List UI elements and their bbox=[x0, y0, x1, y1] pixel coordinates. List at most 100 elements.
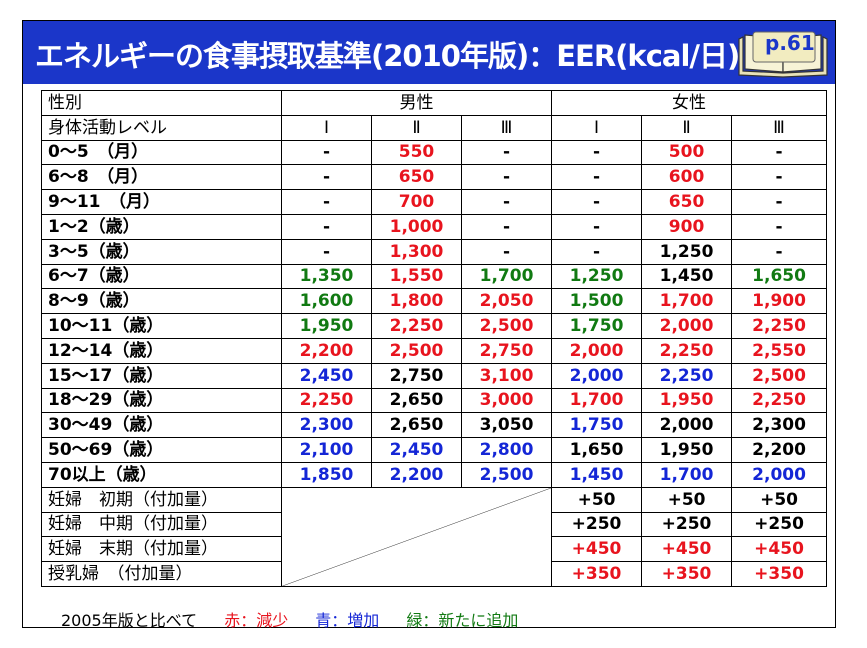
row-age-label: 1～2（歳） bbox=[41, 213, 282, 240]
eer-value-cell: 2,650 bbox=[371, 387, 462, 414]
eer-value-cell: 1,750 bbox=[551, 313, 643, 339]
row-age-label: 30～49（歳） bbox=[41, 412, 282, 439]
color-legend-footnote: 2005年版と比べて 赤：減少 青：増加 緑：新たに追加 bbox=[61, 607, 540, 631]
table-row: 50～69（歳） 2,100 2,450 2,800 1,650 1,950 2,200 bbox=[41, 437, 828, 463]
eer-value-cell: 1,900 bbox=[731, 288, 828, 315]
diagonal-strike-line bbox=[282, 488, 551, 586]
eer-value-cell: 1,700 bbox=[641, 288, 733, 315]
eer-value-cell: 900 bbox=[641, 213, 733, 240]
eer-value-cell: 2,650 bbox=[371, 412, 462, 439]
header-male: 男性 bbox=[280, 90, 553, 116]
eer-value-cell: - bbox=[460, 164, 553, 191]
additional-value-cell: +350 bbox=[731, 561, 828, 587]
open-book-icon bbox=[738, 31, 828, 78]
eer-value-cell: 1,700 bbox=[641, 461, 733, 488]
eer-value-cell: 1,000 bbox=[371, 213, 462, 240]
footnote-comparison: 2005年版と比べて bbox=[61, 611, 198, 630]
table-row: 30～49（歳） 2,300 2,650 3,050 1,750 2,000 2,300 bbox=[41, 412, 828, 439]
row-age-label: 70以上（歳） bbox=[41, 461, 282, 488]
eer-value-cell: 1,500 bbox=[551, 288, 643, 315]
eer-value-cell: - bbox=[731, 213, 828, 240]
eer-value-cell: 2,100 bbox=[281, 437, 372, 463]
row-age-label: 18～29（歳） bbox=[41, 387, 282, 414]
header-level: Ⅲ bbox=[460, 114, 553, 141]
eer-value-cell: 2,450 bbox=[371, 437, 462, 463]
header-level: Ⅲ bbox=[731, 114, 828, 141]
eer-value-cell: - bbox=[551, 238, 643, 265]
additional-value-cell: +350 bbox=[551, 561, 643, 587]
eer-value-cell: - bbox=[281, 238, 372, 265]
header-row-activity-level: 身体活動レベル Ⅰ Ⅱ Ⅲ Ⅰ Ⅱ Ⅲ bbox=[41, 114, 828, 141]
eer-value-cell: 1,450 bbox=[641, 263, 733, 290]
table-row: 12～14（歳） 2,200 2,500 2,750 2,000 2,250 2,550 bbox=[41, 337, 828, 364]
eer-value-cell: - bbox=[551, 164, 643, 191]
eer-value-cell: - bbox=[460, 213, 553, 240]
eer-value-cell: 3,050 bbox=[460, 412, 553, 439]
eer-value-cell: 1,600 bbox=[281, 288, 372, 315]
eer-value-cell: - bbox=[551, 213, 643, 240]
table-row-additional: 妊婦 初期（付加量） +50 +50 +50 bbox=[41, 486, 828, 587]
row-age-label: 8～9（歳） bbox=[41, 288, 282, 315]
eer-value-cell: 2,000 bbox=[551, 337, 643, 364]
eer-value-cell: - bbox=[551, 139, 643, 166]
eer-value-cell: 500 bbox=[641, 139, 733, 166]
eer-value-cell: 700 bbox=[371, 189, 462, 215]
page-title: エネルギーの食事摂取基準(2010年版)：EER(kcal/日) bbox=[35, 39, 740, 73]
additional-value-cell: +250 bbox=[641, 511, 733, 538]
table-row: 0～5 （月） -550- -500- bbox=[41, 139, 828, 166]
eer-value-cell: 2,550 bbox=[731, 337, 828, 364]
header-level: Ⅰ bbox=[281, 114, 372, 141]
eer-value-cell: 1,700 bbox=[460, 263, 553, 290]
additional-value-cell: +50 bbox=[731, 486, 828, 513]
eer-value-cell: 1,650 bbox=[551, 437, 643, 463]
slide: エネルギーの食事摂取基準(2010年版)：EER(kcal/日) p.61 性別… bbox=[22, 20, 836, 631]
eer-value-cell: 1,950 bbox=[641, 387, 733, 414]
additional-value-cell: +450 bbox=[731, 536, 828, 563]
row-pregnancy-label: 妊婦 初期（付加量） bbox=[41, 486, 282, 513]
table-row: 1～2（歳） -1,000- -900- bbox=[41, 213, 828, 240]
table-row: 10～11（歳） 1,950 2,250 2,500 1,750 2,000 2,250 bbox=[41, 313, 828, 339]
row-age-label: 10～11（歳） bbox=[41, 313, 282, 339]
row-age-label: 6～7（歳） bbox=[41, 263, 282, 290]
eer-value-cell: 1,450 bbox=[551, 461, 643, 488]
eer-value-cell: - bbox=[281, 139, 372, 166]
additional-value-cell: +350 bbox=[641, 561, 733, 587]
eer-value-cell: 650 bbox=[371, 164, 462, 191]
header-level: Ⅱ bbox=[641, 114, 733, 141]
eer-table: 性別 男性 女性 身体活動レベル Ⅰ Ⅱ Ⅲ Ⅰ Ⅱ Ⅲ 0～5 （月） -550… bbox=[41, 90, 828, 587]
eer-value-cell: - bbox=[281, 213, 372, 240]
eer-value-cell: - bbox=[460, 189, 553, 215]
eer-value-cell: 2,000 bbox=[551, 362, 643, 389]
eer-value-cell: 1,800 bbox=[371, 288, 462, 315]
eer-value-cell: 650 bbox=[641, 189, 733, 215]
additional-value-cell: +250 bbox=[731, 511, 828, 538]
eer-value-cell: 2,250 bbox=[371, 313, 462, 339]
row-age-label: 3～5（歳） bbox=[41, 238, 282, 265]
row-age-label: 15～17（歳） bbox=[41, 362, 282, 389]
eer-value-cell: 2,800 bbox=[460, 437, 553, 463]
additional-value-cell: +450 bbox=[551, 536, 643, 563]
table-row: 9～11 （月） -700- -650- bbox=[41, 189, 828, 215]
table-row: 8～9（歳） 1,600 1,800 2,050 1,500 1,700 1,900 bbox=[41, 288, 828, 315]
eer-value-cell: 2,500 bbox=[460, 313, 553, 339]
eer-value-cell: - bbox=[731, 238, 828, 265]
table-row: 6～7（歳） 1,350 1,550 1,700 1,250 1,450 1,650 bbox=[41, 263, 828, 290]
eer-value-cell: 2,500 bbox=[371, 337, 462, 364]
row-pregnancy-label: 妊婦 中期（付加量） bbox=[41, 511, 282, 538]
header-level: Ⅰ bbox=[551, 114, 643, 141]
eer-value-cell: 2,000 bbox=[731, 461, 828, 488]
header-level: Ⅱ bbox=[371, 114, 462, 141]
eer-value-cell: 3,000 bbox=[460, 387, 553, 414]
eer-value-cell: - bbox=[460, 139, 553, 166]
eer-value-cell: - bbox=[731, 139, 828, 166]
row-pregnancy-label: 授乳婦 （付加量） bbox=[41, 561, 282, 587]
eer-value-cell: 1,950 bbox=[641, 437, 733, 463]
eer-value-cell: 1,950 bbox=[281, 313, 372, 339]
additional-value-cell: +50 bbox=[551, 486, 643, 513]
row-age-label: 6～8 （月） bbox=[41, 164, 282, 191]
header-row-sex: 性別 男性 女性 bbox=[41, 90, 828, 116]
eer-value-cell: 1,750 bbox=[551, 412, 643, 439]
eer-value-cell: 2,200 bbox=[731, 437, 828, 463]
eer-value-cell: - bbox=[281, 164, 372, 191]
eer-value-cell: 2,450 bbox=[281, 362, 372, 389]
